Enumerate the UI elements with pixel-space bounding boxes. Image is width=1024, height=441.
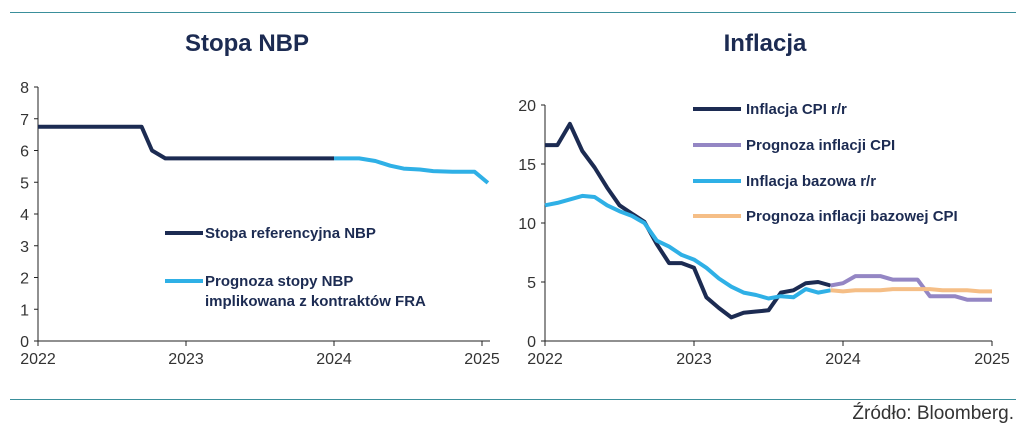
left-y-tick-label-2: 2: [20, 271, 29, 288]
legend-label-inflacja-bazowa: Inflacja bazowa r/r: [746, 173, 876, 190]
right-y-tick-label-5: 5: [527, 275, 536, 292]
right-x-tick-label-2024: 2024: [825, 351, 861, 368]
series-line-prognoza-inflacji-bazowej-cpi: [830, 287, 992, 294]
right-y-tick-label-0: 0: [527, 334, 536, 351]
legend-label-prognoza-bazowej: Prognoza inflacji bazowej CPI: [746, 208, 958, 225]
legend-label-inflacja-cpi: Inflacja CPI r/r: [746, 101, 847, 118]
right-y-tick-label-20: 20: [518, 98, 536, 115]
left-y-tick-label-0: 0: [20, 334, 29, 351]
left-y-tick-label-7: 7: [20, 112, 29, 129]
left-x-tick-label-2024: 2024: [316, 351, 352, 368]
chart-inflacja: Inflacja 0 5 10 15 20 2022 2023 2024 2025 Inflac…: [518, 30, 1010, 368]
legend-label-prognoza-stopy: Prognoza stopy NBP implikowana z kontrakt…: [205, 273, 426, 310]
series-line-inflacja-cpi-r-r: [545, 121, 832, 320]
right-x-tick-label-2023: 2023: [676, 351, 712, 368]
left-x-tick-label-2025: 2025: [464, 351, 500, 368]
series-group-right: [544, 121, 992, 320]
left-y-tick-label-8: 8: [20, 80, 29, 97]
right-x-tick-label-2025: 2025: [974, 351, 1010, 368]
series-line-inflacja-bazowa-r-r: [544, 193, 831, 301]
top-rule: [10, 12, 1016, 13]
legend-label-stopa-referencyjna: Stopa referencyjna NBP: [205, 225, 376, 242]
left-y-tick-label-5: 5: [20, 175, 29, 192]
left-y-tick-label-1: 1: [20, 302, 29, 319]
left-y-tick-label-6: 6: [20, 144, 29, 161]
left-y-tick-label-4: 4: [20, 207, 29, 224]
series-group-left: [38, 124, 490, 185]
right-x-tick-label-2022: 2022: [527, 351, 563, 368]
tick-group-right: 0 5 10 15 20 2022 2023 2024 2025: [518, 98, 1010, 368]
chart-stopa-nbp: Stopa NBP 0 1 2 3 4 5 6 7 8 2022 2023 2024 2025 Stop…: [20, 30, 500, 368]
left-x-tick-label-2023: 2023: [168, 351, 204, 368]
source-note: Źródło: Bloomberg.: [852, 403, 1014, 424]
charts-canvas: Stopa NBP 0 1 2 3 4 5 6 7 8 2022 2023 2024 2025 Stop…: [20, 30, 1010, 368]
left-y-tick-label-3: 3: [20, 239, 29, 256]
tick-group-left: 0 1 2 3 4 5 6 7 8 2022 2023 2024 2025: [20, 80, 500, 368]
legend-left: Stopa referencyjna NBP Prognoza stopy NB…: [165, 225, 426, 310]
series-line-prognoza-stopy-nbp-implikowana-z-kontraktow-fra: [334, 156, 490, 185]
series-line-stopa-referencyjna-nbp: [38, 124, 334, 161]
right-y-tick-label-10: 10: [518, 216, 536, 233]
chart-title-stopa-nbp: Stopa NBP: [185, 30, 309, 57]
series-line-prognoza-inflacji-cpi: [830, 274, 992, 302]
right-y-tick-label-15: 15: [518, 157, 536, 174]
legend-right: Inflacja CPI r/r Prognoza inflacji CPI I…: [693, 101, 958, 225]
left-x-tick-label-2022: 2022: [20, 351, 56, 368]
chart-title-inflacja: Inflacja: [724, 30, 807, 57]
bottom-rule: [10, 399, 1016, 400]
legend-label-prognoza-inflacji: Prognoza inflacji CPI: [746, 137, 895, 154]
